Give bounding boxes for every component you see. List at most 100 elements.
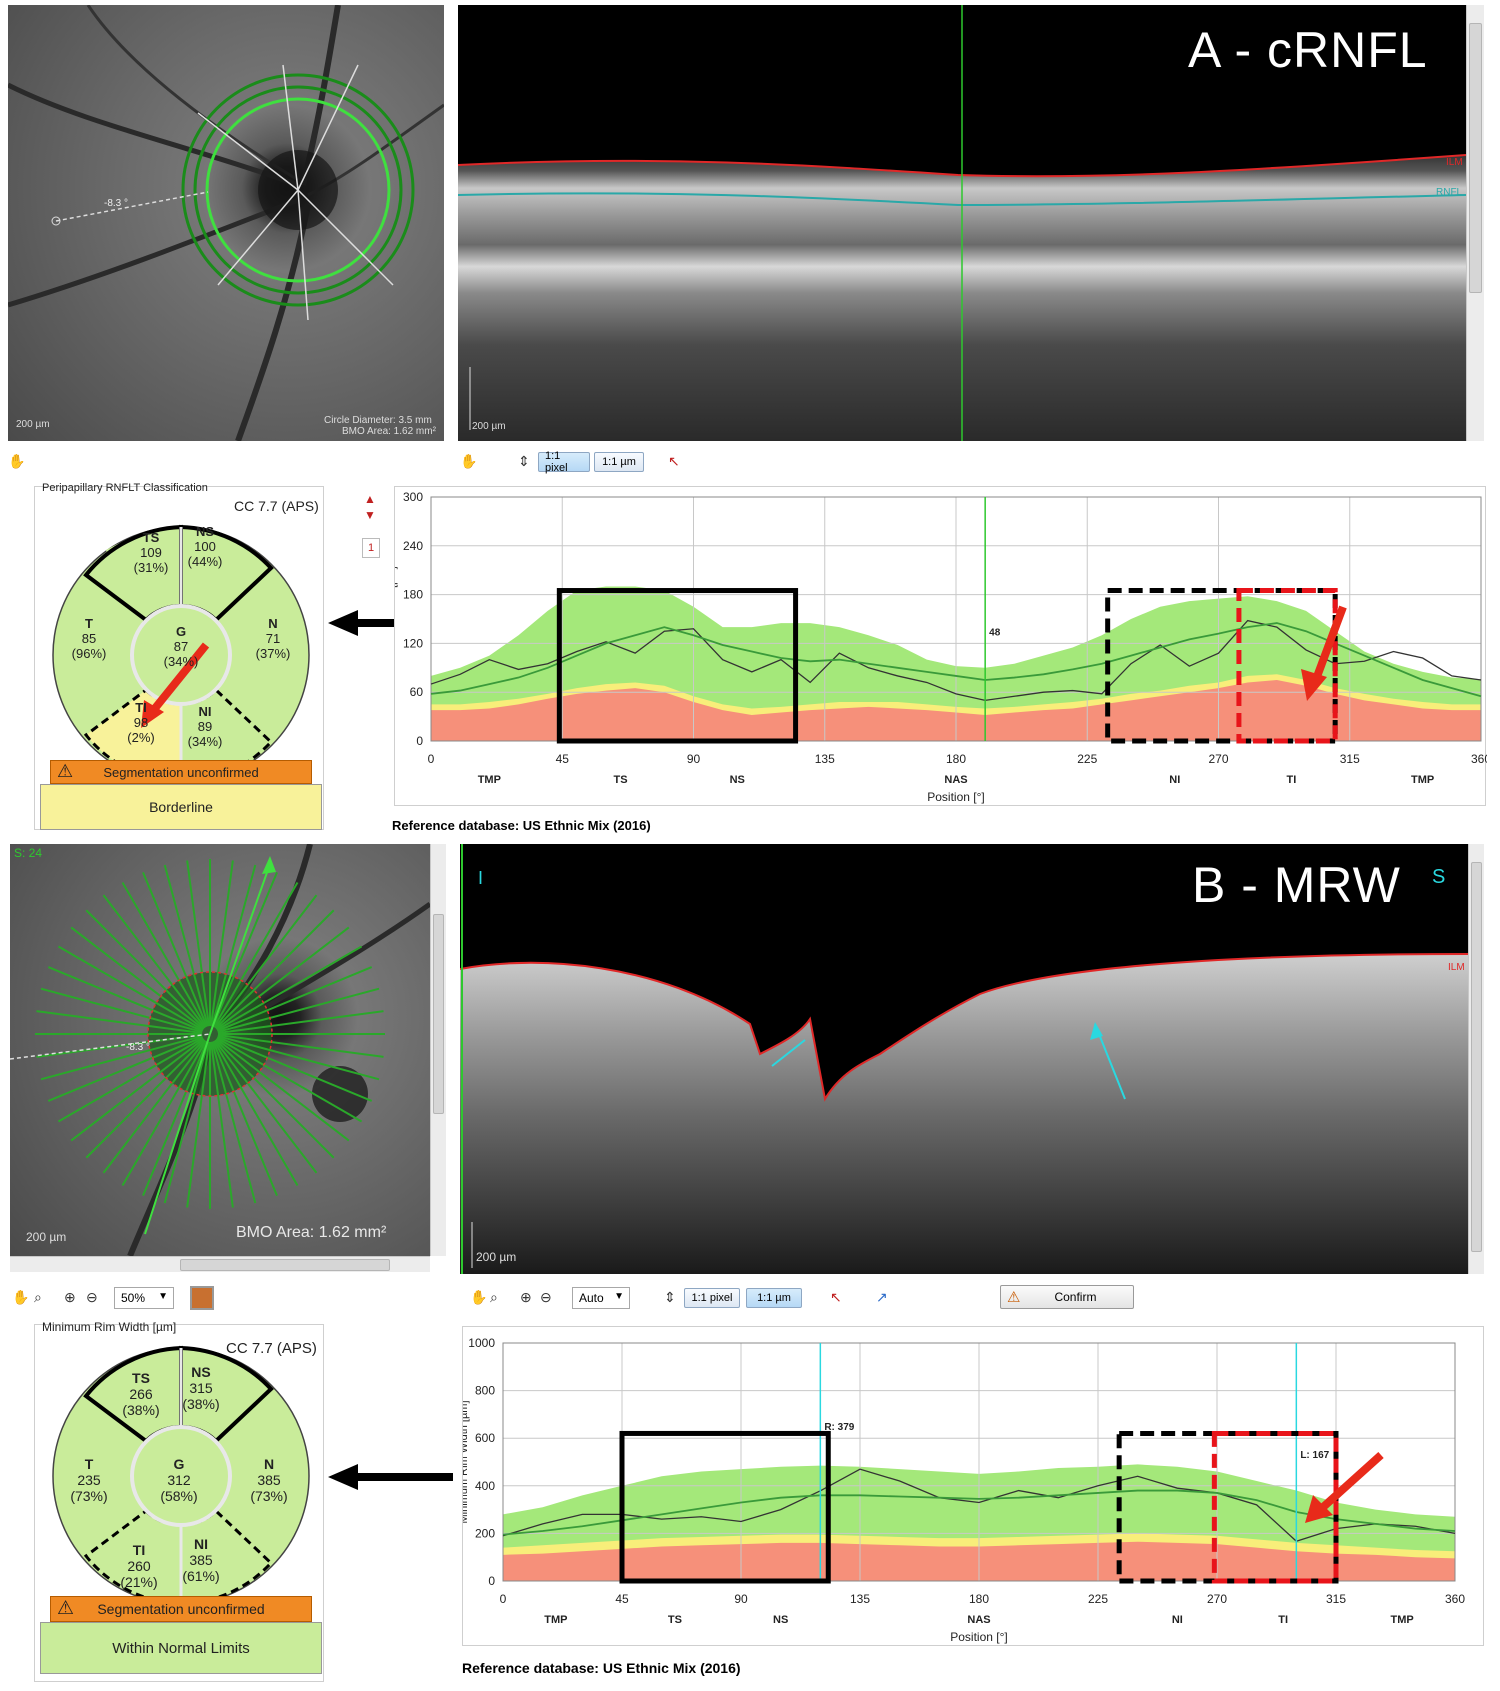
radial-scan-line xyxy=(215,926,350,1030)
radial-scan-line xyxy=(186,1041,210,1208)
sector-ns-a-pct: (44%) xyxy=(187,554,223,569)
hand-icon[interactable]: ✋ xyxy=(8,453,26,469)
segmentation-unconfirmed-bar-a[interactable]: ⚠ Segmentation unconfirmed xyxy=(50,760,312,784)
micron-ratio-button-a[interactable]: 1:1 µm xyxy=(594,452,644,472)
zoom-out-icon-b2[interactable]: ⊖ xyxy=(540,1289,552,1305)
sector-t-a-name: T xyxy=(85,616,93,631)
pixel-ratio-button-b[interactable]: 1:1 pixel xyxy=(684,1288,740,1308)
image-settings-icon[interactable] xyxy=(190,1286,214,1310)
sector-t-a: T 85 (96%) xyxy=(64,616,114,661)
sector-label: NAS xyxy=(967,1614,990,1626)
confirm-button-label: Confirm xyxy=(1054,1290,1097,1304)
x-tick-label: 180 xyxy=(969,1592,989,1606)
confirm-button[interactable]: ⚠ Confirm xyxy=(1000,1285,1134,1309)
pan-hand-icon[interactable]: ✋ xyxy=(460,453,478,469)
search-icon-b2[interactable]: ⌕ xyxy=(490,1289,498,1305)
fundus-b-hscroll[interactable] xyxy=(10,1256,430,1272)
scan-a-scrollbar[interactable] xyxy=(1466,5,1484,441)
highlight-box xyxy=(1236,588,1338,744)
measure-tool-icon[interactable]: ↗ xyxy=(876,1289,888,1305)
chevron-down-icon: ▼ xyxy=(158,1291,168,1302)
oct-scan-a[interactable]: A - cRNFL ILM RNFL 200 µm xyxy=(458,5,1466,441)
sector-label: TS xyxy=(668,1614,682,1626)
zoom-in-icon-b2[interactable]: ⊕ xyxy=(520,1289,532,1305)
fundus-b-angle: -8.3 ° xyxy=(126,1042,151,1053)
sector-t-a-value: 85 xyxy=(81,631,97,646)
pixel-ratio-button-a[interactable]: 1:1 pixel xyxy=(538,450,590,474)
y-tick-label: 180 xyxy=(403,588,423,602)
cursor-value-label: 48 xyxy=(989,627,1001,638)
zoom-dropdown-right[interactable]: Auto ▼ xyxy=(572,1287,630,1309)
cursor-tool-icon-b[interactable]: ↖ xyxy=(830,1289,842,1305)
y-axis-label: RNFL Thickness [µm] xyxy=(395,566,398,671)
sector-g-b-pct: (58%) xyxy=(160,1488,198,1504)
x-axis-label: Position [°] xyxy=(927,790,985,804)
oct-scan-b[interactable]: B - MRW I S ILM 200 µm xyxy=(460,844,1468,1274)
sector-t-b: T 235 (73%) xyxy=(64,1456,114,1504)
sector-ti-b-name: TI xyxy=(132,1542,146,1558)
radial-scan-line xyxy=(214,894,318,1029)
highlight-box xyxy=(619,1430,831,1584)
sector-g-b-value: 312 xyxy=(167,1472,191,1488)
fundus-b-hscroll-thumb[interactable] xyxy=(180,1259,390,1271)
fundus-image-a[interactable]: -8.3 ° 200 µm Circle Diameter: 3.5 mm BM… xyxy=(8,5,444,441)
sector-ts-a: TS 109 (31%) xyxy=(126,530,176,575)
pan-hand-icon-b[interactable]: ✋ xyxy=(12,1289,30,1305)
sector-t-b-name: T xyxy=(84,1456,94,1472)
cursor-tool-icon[interactable]: ↖ xyxy=(668,453,680,469)
segmentation-unconfirmed-bar-b[interactable]: ⚠ Segmentation unconfirmed xyxy=(50,1596,312,1622)
sector-label: TS xyxy=(614,774,628,786)
zoom-in-icon[interactable]: ⊕ xyxy=(64,1289,76,1305)
sector-ni-b-name: NI xyxy=(194,1536,208,1552)
radial-scan-line xyxy=(212,871,278,1027)
scan-b-scroll-thumb[interactable] xyxy=(1471,862,1482,1252)
sector-ti-b: TI 260 (21%) xyxy=(114,1542,164,1590)
radial-scan-line xyxy=(212,1041,278,1197)
nav-down-icon[interactable]: ▼ xyxy=(364,508,376,522)
zoom-out-icon[interactable]: ⊖ xyxy=(86,1289,98,1305)
search-icon[interactable]: ⌕ xyxy=(34,1289,42,1305)
page-badge[interactable]: 1 xyxy=(362,538,380,558)
radial-scan-line xyxy=(47,1036,203,1102)
sector-ti-a-name: TI xyxy=(135,700,147,715)
fundus-b-vscroll-thumb[interactable] xyxy=(433,914,444,1114)
radial-scan-line xyxy=(210,860,234,1027)
sector-n-a-value: 71 xyxy=(265,631,281,646)
scan-b-scrollbar[interactable] xyxy=(1468,844,1484,1274)
sector-ts-b-name: TS xyxy=(132,1370,150,1386)
sector-n-b-value: 385 xyxy=(257,1472,281,1488)
rnflt-sector-wheel xyxy=(52,524,310,785)
y-tick-label: 1000 xyxy=(468,1336,495,1350)
sector-n-a-name: N xyxy=(268,616,278,631)
mrw-sector-wheel xyxy=(52,1345,310,1606)
annotation-arrowhead xyxy=(1305,1495,1333,1523)
vertical-fit-icon[interactable]: ⇕ xyxy=(518,453,530,469)
zoom-dropdown-left[interactable]: 50% ▼ xyxy=(114,1287,174,1309)
fundus-b-bmo-area: BMO Area: 1.62 mm² xyxy=(236,1224,387,1241)
sector-label: NS xyxy=(773,1614,788,1626)
radial-scan-line xyxy=(217,1035,380,1081)
fundus-b-counter: S: 24 xyxy=(14,846,43,860)
scan-a-scroll-thumb[interactable] xyxy=(1469,23,1482,293)
x-tick-label: 135 xyxy=(850,1592,870,1606)
sector-n-b-name: N xyxy=(263,1456,275,1472)
pan-hand-icon-b2[interactable]: ✋ xyxy=(470,1289,488,1305)
x-tick-label: 90 xyxy=(687,752,701,766)
radial-scan-line xyxy=(121,881,207,1028)
radial-scan-line xyxy=(36,1034,203,1058)
fundus-b-vscroll[interactable] xyxy=(430,844,446,1256)
sector-label: TI xyxy=(1287,774,1297,786)
y-tick-label: 600 xyxy=(475,1431,495,1445)
vertical-fit-icon-b[interactable]: ⇕ xyxy=(664,1289,676,1305)
fundus-image-b[interactable]: S: 24 -8.3 ° 200 µm BMO Area: 1.62 mm² xyxy=(10,844,430,1256)
scan-a-ilm-label: ILM xyxy=(1446,157,1463,168)
sector-label: TI xyxy=(1278,1614,1288,1626)
result-borderline: Borderline xyxy=(40,784,322,830)
radial-scan-line xyxy=(121,1040,207,1187)
sector-g-a-name: G xyxy=(175,624,187,639)
sector-ni-a-pct: (34%) xyxy=(187,734,223,749)
micron-ratio-button-b[interactable]: 1:1 µm xyxy=(746,1288,802,1308)
sector-label: NAS xyxy=(944,774,967,786)
sector-label: NI xyxy=(1172,1614,1183,1626)
nav-up-icon[interactable]: ▲ xyxy=(364,492,376,506)
